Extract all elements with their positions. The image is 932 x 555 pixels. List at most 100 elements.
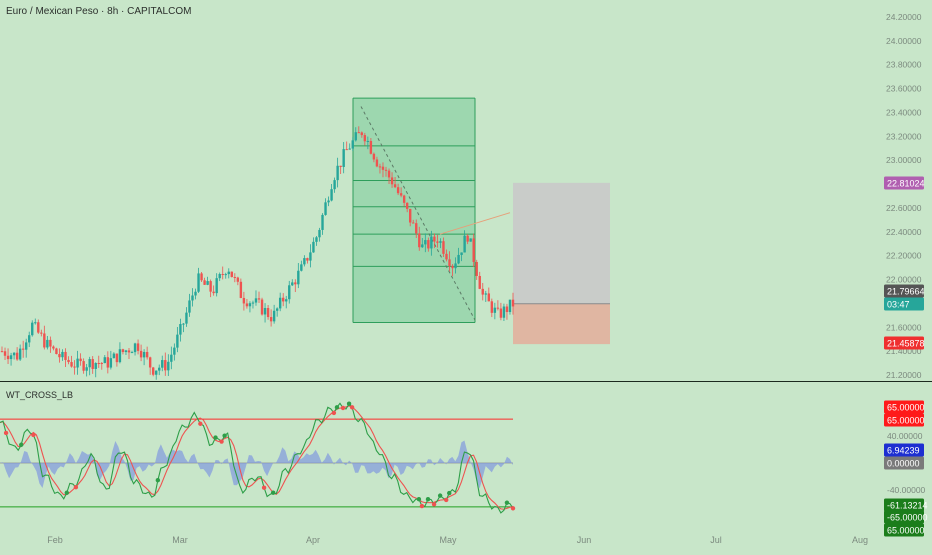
candle-body — [242, 297, 246, 304]
indicator-value-tag[interactable]: 65.00000 — [887, 526, 925, 536]
indicator-value-tag[interactable]: 6.94239 — [887, 446, 920, 456]
candle-body — [185, 312, 188, 324]
candle-body — [493, 307, 497, 313]
price-axis[interactable]: 24.20000 24.00000 23.80000 23.60000 23.40000… — [884, 12, 925, 380]
candle-body — [387, 170, 391, 178]
indicator-value-tag-bg[interactable] — [884, 523, 924, 537]
candle-body — [496, 307, 500, 309]
indicator-value-tag-bg[interactable] — [884, 498, 924, 512]
candle-body — [142, 351, 146, 358]
time-tick-label[interactable]: Aug — [852, 535, 868, 545]
candle-body — [297, 270, 300, 285]
indicator-value-tag-bg[interactable] — [884, 400, 924, 414]
time-axis[interactable]: Feb Mar Apr May Jun Jul Aug — [47, 535, 868, 545]
price-value-tag[interactable]: 22.81024 — [887, 179, 925, 189]
price-tick-label[interactable]: 23.20000 — [886, 131, 922, 141]
price-tick-label[interactable]: 22.40000 — [886, 227, 922, 237]
price-value-tag-bg[interactable] — [884, 297, 924, 311]
candle-body — [408, 208, 412, 223]
price-tick-label[interactable]: 24.20000 — [886, 12, 922, 22]
indicator-value-tag[interactable]: 0.00000 — [887, 459, 920, 469]
candle-body — [52, 346, 55, 349]
candle-body — [70, 362, 73, 367]
price-tick-label[interactable]: 21.20000 — [886, 370, 922, 380]
candle-body — [164, 360, 167, 371]
indicator-value-tag[interactable]: -65.00000 — [887, 513, 928, 523]
candle-body — [82, 361, 85, 371]
candle-body — [433, 236, 436, 242]
indicator-value-tag[interactable]: 65.00000 — [887, 416, 925, 426]
indicator-value-tag[interactable]: 65.00000 — [887, 403, 925, 413]
candle-body — [412, 222, 415, 224]
candle-body — [481, 288, 484, 295]
candle-body — [106, 357, 110, 368]
fib-zone[interactable] — [353, 98, 475, 323]
price-value-tag-bg[interactable] — [884, 284, 924, 298]
candle-body — [88, 359, 91, 368]
wt-cross-dot — [437, 493, 443, 498]
price-tick-label[interactable]: 22.00000 — [886, 275, 922, 285]
candle-body — [212, 291, 215, 294]
candle-body — [73, 366, 76, 368]
indicator-tick-label[interactable]: 40.00000 — [887, 431, 923, 441]
position-stop-zone[interactable] — [513, 303, 610, 345]
time-tick-label[interactable]: Apr — [306, 535, 320, 545]
time-tick-label[interactable]: May — [439, 535, 457, 545]
projection-line[interactable] — [439, 212, 511, 235]
indicator-axis[interactable]: 40.00000 -40.00000 65.00000 65.00000 6.94239… — [884, 400, 928, 537]
candle-body — [402, 195, 406, 203]
price-value-tag[interactable]: 21.79664 — [887, 287, 925, 297]
price-tick-label[interactable]: 23.00000 — [886, 155, 922, 165]
candle-body — [451, 266, 454, 269]
time-tick-label[interactable]: Jun — [577, 535, 592, 545]
price-tick-label[interactable]: 24.00000 — [886, 36, 922, 46]
indicator-title[interactable]: WT_CROSS_LB — [6, 390, 73, 400]
price-value-tag-bg[interactable] — [884, 176, 924, 190]
indicator-value-tag-bg[interactable] — [884, 456, 924, 470]
price-tick-label[interactable]: 23.40000 — [886, 107, 922, 117]
candle-series — [0, 126, 515, 380]
candle-body — [333, 180, 336, 190]
price-tick-label[interactable]: 23.80000 — [886, 60, 922, 70]
candle-body — [457, 254, 460, 264]
candle-body — [191, 295, 194, 301]
price-value-tag[interactable]: 03:47 — [887, 300, 910, 310]
price-value-tag[interactable]: 21.45878 — [887, 339, 925, 349]
candle-body — [257, 298, 261, 300]
price-value-tag-bg[interactable] — [884, 336, 924, 350]
wt-cross-dot — [219, 439, 224, 444]
indicator-value-tag-bg[interactable] — [884, 510, 924, 524]
indicator-value-tag-bg[interactable] — [884, 413, 924, 427]
indicator-value-tag-bg[interactable] — [884, 443, 924, 457]
time-tick-label[interactable]: Feb — [47, 535, 63, 545]
candle-body — [291, 282, 294, 286]
candle-body — [306, 258, 309, 261]
candle-body — [145, 351, 149, 358]
candle-body — [266, 307, 270, 318]
price-tick-label[interactable]: 23.60000 — [886, 84, 922, 94]
candle-body — [58, 354, 61, 358]
indicator-tick-label[interactable]: -40.00000 — [887, 485, 926, 495]
candle-body — [275, 308, 279, 311]
position-target-zone[interactable] — [513, 182, 610, 304]
candle-body — [21, 348, 25, 350]
time-tick-label[interactable]: Jul — [710, 535, 722, 545]
candle-body — [278, 297, 282, 309]
candle-body — [115, 353, 119, 363]
candle-body — [490, 301, 494, 313]
price-tick-label[interactable]: 22.20000 — [886, 251, 922, 261]
candle-body — [215, 278, 218, 294]
price-tick-label[interactable]: 21.60000 — [886, 322, 922, 332]
price-tick-label[interactable]: 21.40000 — [886, 346, 922, 356]
time-tick-label[interactable]: Mar — [172, 535, 188, 545]
candle-body — [64, 351, 67, 360]
candle-body — [499, 308, 503, 318]
wt-histogram — [0, 440, 513, 489]
candle-body — [97, 362, 100, 364]
candle-body — [28, 335, 31, 343]
fib-trend-line[interactable] — [360, 106, 476, 321]
indicator-value-tag[interactable]: -61.13214 — [887, 501, 928, 511]
price-tick-label[interactable]: 22.60000 — [886, 203, 922, 213]
candle-body — [85, 367, 88, 371]
